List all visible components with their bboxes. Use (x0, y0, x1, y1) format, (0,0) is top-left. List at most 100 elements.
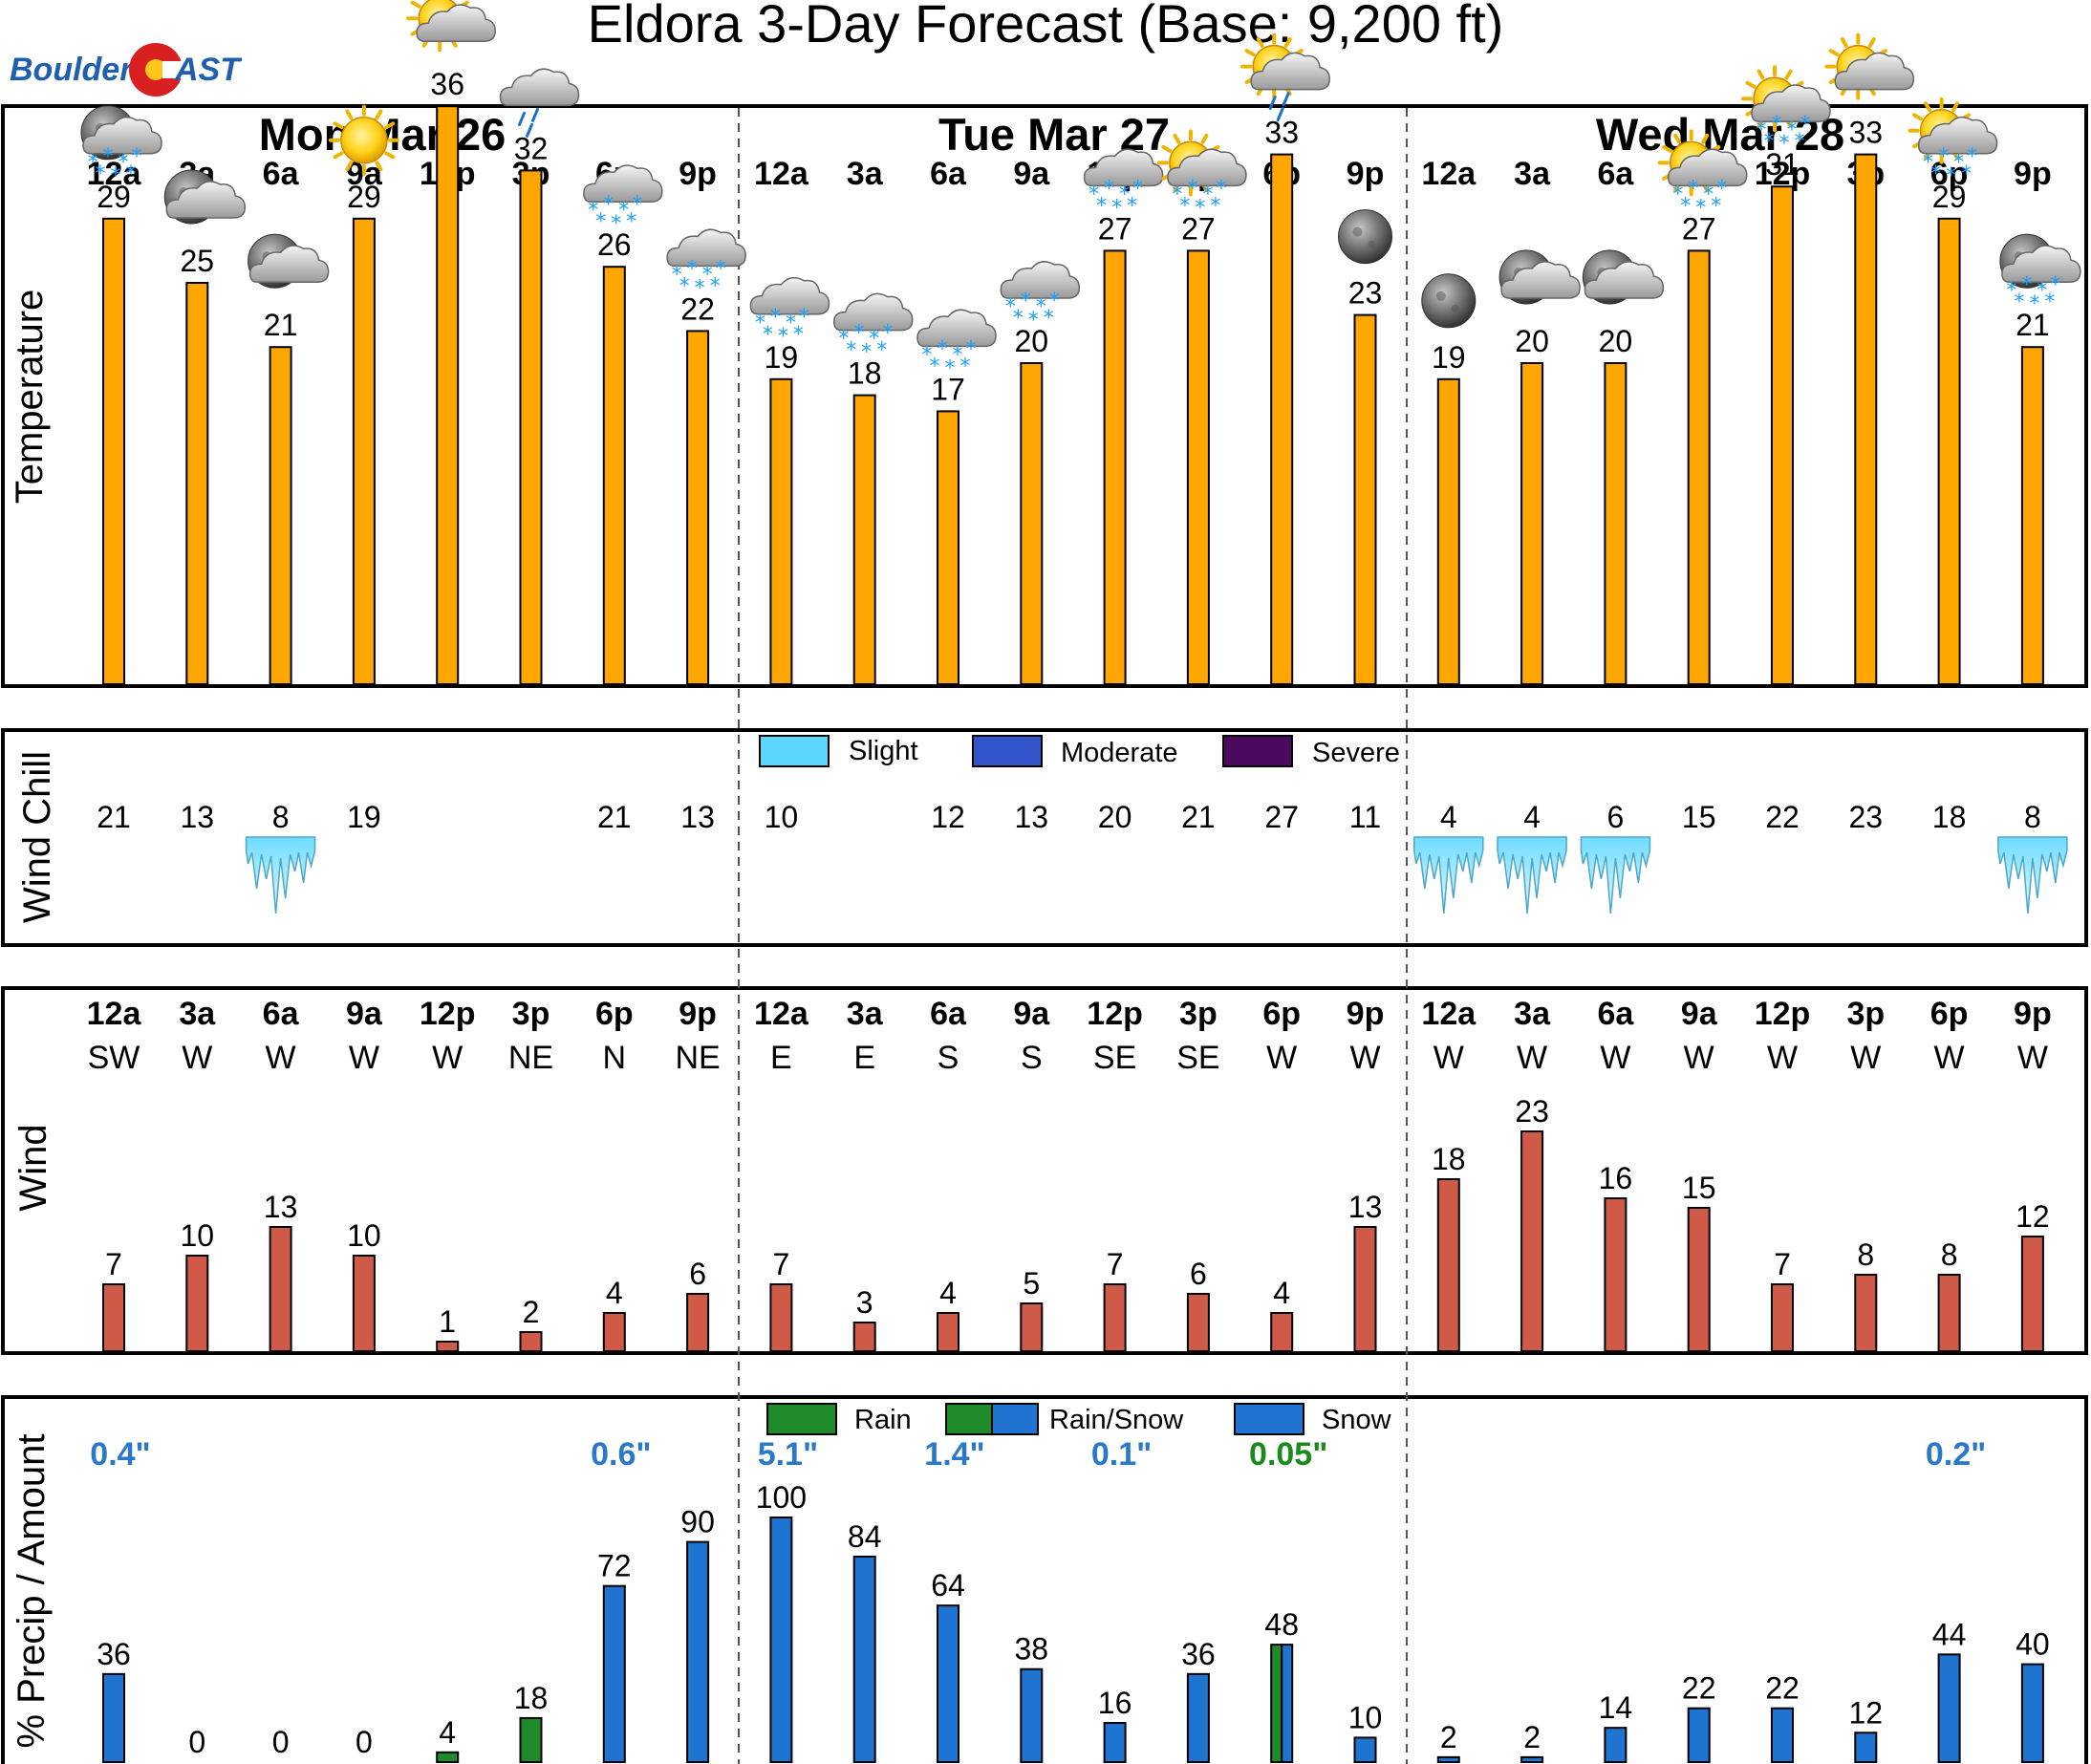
precip-bar-rain (1270, 1644, 1283, 1763)
svg-text:*: * (1005, 295, 1016, 319)
wind-bar (769, 1283, 793, 1352)
svg-text:*: * (869, 328, 879, 352)
wind-bar (102, 1283, 125, 1352)
wind-hour-label: 3p (1846, 996, 1885, 1032)
wind-bar (1687, 1207, 1711, 1352)
temperature-bar (602, 266, 626, 685)
temperature-value: 27 (1181, 211, 1216, 246)
svg-text:*: * (103, 145, 114, 169)
wind-hour-label: 12p (420, 996, 476, 1032)
hour-label: 3a (1514, 156, 1551, 192)
precip-percent-value: 0 (272, 1725, 290, 1759)
wind-speed-value: 10 (347, 1218, 381, 1253)
wind-chill-value: 6 (1607, 800, 1625, 834)
wind-chill-value: 4 (1523, 800, 1541, 834)
svg-text:*: * (1703, 183, 1714, 206)
svg-text:*: * (611, 212, 621, 236)
wind-hour-label: 9p (679, 996, 717, 1032)
wind-chill-value: 13 (1015, 800, 1049, 834)
svg-text:*: * (119, 151, 129, 175)
svg-text:*: * (1096, 194, 1107, 218)
wind-speed-value: 1 (439, 1304, 456, 1339)
moon-cloud-snow-icon: * * * ** * * (80, 105, 162, 188)
temperature-value: 23 (1348, 276, 1383, 311)
svg-text:*: * (861, 341, 872, 365)
wind-chill-value: 13 (680, 800, 715, 834)
temperature-bar (1020, 362, 1044, 685)
sun-cloud-snow-icon: * * * ** * * (1908, 97, 1998, 188)
svg-text:*: * (1672, 183, 1683, 206)
temperature-bar (686, 330, 710, 685)
precip-percent-value: 0 (356, 1725, 373, 1759)
svg-text:*: * (799, 306, 809, 330)
svg-text:Snow: Snow (1322, 1405, 1392, 1435)
wind-direction-label: NE (675, 1040, 720, 1076)
svg-text:*: * (2050, 273, 2060, 297)
svg-text:Rain: Rain (854, 1405, 912, 1435)
wind-chill-value: 8 (2024, 800, 2041, 834)
wind-bar (686, 1293, 710, 1352)
wind-speed-value: 6 (689, 1257, 706, 1291)
precip-bar (1436, 1755, 1460, 1764)
wind-speed-value: 4 (606, 1276, 623, 1310)
wind-bar (185, 1255, 209, 1352)
wind-chill-value: 12 (931, 800, 965, 834)
wind-direction-label: W (432, 1040, 463, 1076)
temperature-axis-label: Temperature (9, 290, 51, 505)
svg-text:*: * (111, 164, 121, 188)
wind-chill-value: 15 (1682, 800, 1716, 834)
temperature-bar (102, 217, 125, 686)
precip-bar (519, 1716, 543, 1764)
wind-chill-value: 13 (181, 800, 215, 834)
hour-label: 6p (1930, 156, 1969, 192)
svg-text:*: * (1757, 118, 1767, 142)
wind-direction-label: SE (1176, 1040, 1219, 1076)
precip-percent-value: 84 (848, 1519, 882, 1554)
wind-hour-label: 9p (2014, 996, 2052, 1032)
wind-speed-value: 10 (181, 1218, 215, 1253)
hour-label: 6a (1597, 156, 1634, 192)
svg-text:*: * (88, 151, 98, 175)
svg-text:*: * (687, 257, 698, 281)
precip-bar (1103, 1722, 1127, 1764)
precip-percent-value: 48 (1264, 1607, 1299, 1642)
temperature-panel (1, 104, 2088, 688)
svg-text:*: * (603, 193, 614, 217)
wind-chill-value: 21 (97, 800, 131, 834)
svg-text:*: * (1036, 295, 1046, 319)
wind-direction-label: W (1600, 1040, 1630, 1076)
sun-cloud-icon (1824, 32, 1915, 100)
hour-label: 9a (1013, 156, 1050, 192)
svg-text:*: * (1938, 145, 1949, 169)
temperature-value: 19 (1432, 340, 1466, 375)
svg-text:*: * (1127, 194, 1137, 218)
precip-percent-value: 64 (931, 1568, 965, 1603)
svg-text:*: * (763, 323, 773, 347)
hour-label: 9p (2014, 156, 2052, 192)
svg-text:*: * (1711, 194, 1721, 218)
wind-speed-value: 6 (1190, 1257, 1207, 1291)
svg-text:*: * (793, 323, 804, 347)
precip-amount-label: 0.4" (90, 1436, 150, 1473)
wind-speed-value: 23 (1515, 1094, 1549, 1129)
svg-text:*: * (1680, 194, 1691, 218)
temperature-value: 31 (1765, 147, 1800, 182)
bouldercast-logo: Boulder AST (10, 43, 243, 97)
wind-direction-label: W (2017, 1040, 2048, 1076)
temperature-value: 27 (1098, 211, 1132, 246)
icicle-icon (245, 836, 316, 914)
hour-label: 12a (87, 156, 142, 192)
wind-bar (937, 1312, 959, 1352)
precip-percent-value: 22 (1682, 1671, 1716, 1706)
svg-text:*: * (846, 339, 856, 363)
temperature-value: 20 (1515, 324, 1549, 358)
svg-text:*: * (1013, 307, 1024, 331)
precip-bar (686, 1540, 710, 1763)
svg-text:*: * (1044, 307, 1054, 331)
wind-chill-panel (1, 728, 2088, 947)
temperature-bar (2020, 346, 2044, 685)
wind-hour-label: 3p (1179, 996, 1218, 1032)
svg-text:*: * (953, 343, 963, 367)
svg-text:*: * (618, 199, 629, 223)
